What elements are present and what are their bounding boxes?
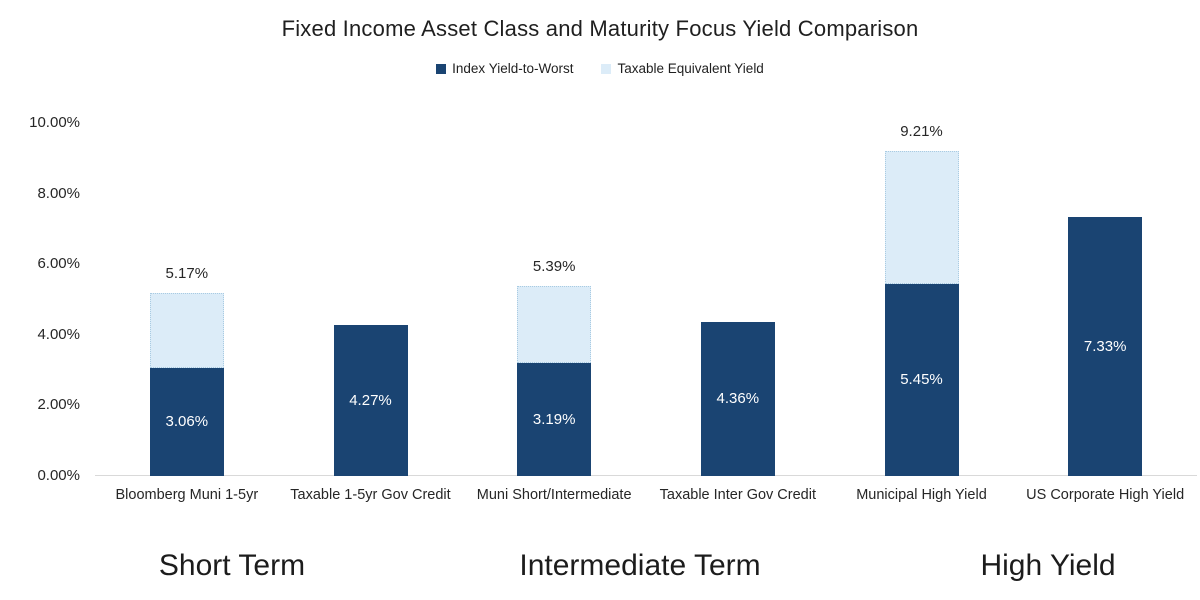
legend-swatch-index-yield-icon [436,63,447,74]
y-tick-label-1: 2.00% [37,396,80,414]
chart-title: Fixed Income Asset Class and Maturity Fo… [281,16,919,41]
bar-index-yield-2 [517,363,592,476]
bar-index-yield-3 [700,322,775,476]
group-label-2: High Yield [980,549,1116,582]
y-tick-label-4: 8.00% [37,184,80,202]
group-label-0: Short Term [158,549,306,582]
x-axis-line [95,475,1197,476]
legend-item-index-yield: Index Yield-to-Worst [436,61,573,76]
chart-legend: Index Yield-to-Worst Taxable Equivalent … [0,61,1200,76]
legend-label-taxable-equivalent: Taxable Equivalent Yield [617,61,764,76]
bar-index-yield-0 [149,367,224,476]
value-label-total-2: 5.39% [532,257,576,275]
bar-taxable-equivalent-2 [517,285,592,364]
y-tick-label-5: 10.00% [29,114,80,131]
legend-item-taxable-equivalent: Taxable Equivalent Yield [601,61,764,76]
value-label-inside-4: 5.45% [900,370,943,388]
bar-taxable-equivalent-4 [884,150,959,284]
y-tick-label-2: 4.00% [37,325,80,343]
x-axis-label-5: US Corporate High Yield [1026,487,1185,503]
x-axis-label-2: Muni Short/Intermediate [476,487,632,503]
x-axis-label-1: Taxable 1-5yr Gov Credit [290,487,451,503]
bar-index-yield-5 [1068,217,1143,476]
value-label-inside-3: 4.36% [716,390,760,408]
bar-index-yield-4 [884,283,959,476]
legend-label-index-yield: Index Yield-to-Worst [452,61,574,76]
bar-taxable-equivalent-0 [149,293,224,368]
value-label-inside-1: 4.27% [349,391,392,409]
y-tick-label-3: 6.00% [37,255,80,273]
legend-swatch-taxable-equivalent-icon [601,63,612,74]
x-axis-label-3: Taxable Inter Gov Credit [659,487,816,503]
y-tick-label-0: 0.00% [37,467,80,484]
x-axis-label-0: Bloomberg Muni 1-5yr [115,487,259,503]
x-axis-label-4: Municipal High Yield [856,487,987,503]
group-label-1: Intermediate Term [519,549,761,582]
value-label-inside-2: 3.19% [532,410,576,428]
value-label-inside-5: 7.33% [1083,337,1127,355]
value-label-total-4: 9.21% [900,122,943,140]
value-label-total-0: 5.17% [165,265,209,283]
value-label-inside-0: 3.06% [165,412,209,430]
bar-index-yield-1 [333,325,408,476]
